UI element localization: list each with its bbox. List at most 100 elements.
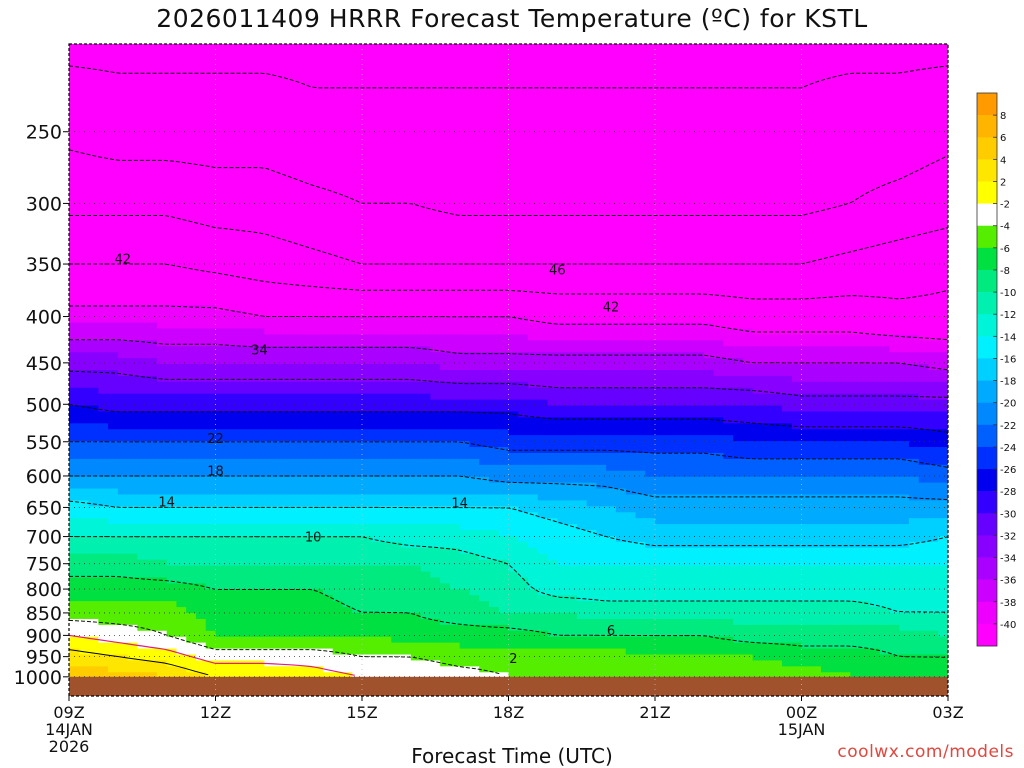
temperature-cell <box>518 204 529 211</box>
temperature-cell <box>186 67 197 75</box>
temperature-cell <box>254 132 265 140</box>
temperature-cell <box>215 180 226 187</box>
temperature-cell <box>459 174 471 181</box>
temperature-cell <box>195 322 207 330</box>
temperature-cell <box>381 346 392 353</box>
temperature-cell <box>254 174 265 181</box>
temperature-cell <box>430 239 441 247</box>
temperature-cell <box>684 144 695 152</box>
temperature-cell <box>274 263 285 270</box>
temperature-cell <box>703 156 715 164</box>
temperature-cell <box>655 340 666 347</box>
temperature-cell <box>283 49 295 57</box>
temperature-cell <box>860 233 871 241</box>
temperature-cell <box>938 257 948 264</box>
temperature-cell <box>235 132 246 140</box>
temperature-cell <box>98 209 109 217</box>
temperature-cell <box>313 298 324 306</box>
temperature-cell <box>908 162 920 170</box>
temperature-cell <box>742 292 754 300</box>
temperature-cell <box>195 67 207 75</box>
temperature-cell <box>596 67 607 75</box>
temperature-cell <box>391 138 402 146</box>
temperature-cell <box>596 79 607 87</box>
temperature-cell <box>811 192 822 199</box>
temperature-cell <box>391 156 402 164</box>
temperature-cell <box>635 55 646 63</box>
temperature-cell <box>410 352 422 359</box>
temperature-cell <box>655 44 666 51</box>
temperature-cell <box>684 328 695 336</box>
temperature-cell <box>235 198 246 205</box>
temperature-cell <box>625 275 637 282</box>
temperature-cell <box>694 334 705 341</box>
temperature-cell <box>547 67 558 75</box>
temperature-cell <box>449 269 461 276</box>
temperature-cell <box>420 328 431 336</box>
temperature-cell <box>430 186 441 193</box>
temperature-cell <box>576 49 588 57</box>
temperature-cell <box>69 109 80 116</box>
temperature-cell <box>459 322 471 330</box>
temperature-cell <box>264 334 275 341</box>
temperature-cell <box>498 233 510 241</box>
temperature-cell <box>899 109 910 116</box>
temperature-cell <box>781 61 793 69</box>
temperature-cell <box>303 79 314 87</box>
temperature-cell <box>557 67 568 75</box>
temperature-cell <box>98 85 109 93</box>
temperature-cell <box>293 168 304 175</box>
temperature-cell <box>362 162 373 170</box>
temperature-cell <box>860 132 871 140</box>
temperature-cell <box>694 298 705 306</box>
temperature-cell <box>283 138 295 146</box>
temperature-cell <box>723 346 734 353</box>
temperature-cell <box>274 103 285 110</box>
temperature-cell <box>342 364 353 371</box>
temperature-cell <box>108 316 119 324</box>
temperature-cell <box>537 281 549 288</box>
temperature-cell <box>664 364 676 371</box>
temperature-cell <box>371 221 383 229</box>
temperature-cell <box>811 156 822 164</box>
temperature-cell <box>254 233 265 241</box>
temperature-cell <box>371 269 383 276</box>
temperature-cell <box>684 55 695 63</box>
temperature-cell <box>342 49 353 57</box>
temperature-cell <box>225 233 236 241</box>
temperature-cell <box>918 310 930 318</box>
temperature-cell <box>733 97 744 104</box>
temperature-cell <box>918 55 930 63</box>
temperature-cell <box>889 292 900 300</box>
temperature-cell <box>244 132 256 140</box>
temperature-cell <box>430 126 441 134</box>
temperature-cell <box>889 209 900 217</box>
temperature-cell <box>938 61 948 69</box>
temperature-cell <box>303 346 314 353</box>
temperature-cell <box>928 67 939 75</box>
temperature-cell <box>459 352 471 359</box>
temperature-cell <box>137 67 148 75</box>
temperature-cell <box>479 269 490 276</box>
temperature-cell <box>459 156 471 164</box>
temperature-cell <box>723 109 734 116</box>
temperature-cell <box>528 174 539 181</box>
temperature-cell <box>88 91 99 98</box>
temperature-cell <box>352 221 363 229</box>
temperature-cell <box>772 103 783 110</box>
temperature-cell <box>733 162 744 170</box>
temperature-cell <box>557 257 568 264</box>
temperature-cell <box>264 49 275 57</box>
temperature-cell <box>625 192 637 199</box>
temperature-cell <box>742 132 754 140</box>
temperature-cell <box>254 322 265 330</box>
temperature-cell <box>488 91 500 98</box>
temperature-cell <box>528 150 539 158</box>
temperature-cell <box>137 55 148 63</box>
temperature-cell <box>781 334 793 341</box>
temperature-cell <box>791 310 803 318</box>
temperature-cell <box>254 115 265 122</box>
temperature-cell <box>498 346 510 353</box>
temperature-cell <box>332 281 344 288</box>
temperature-cell <box>879 304 890 312</box>
